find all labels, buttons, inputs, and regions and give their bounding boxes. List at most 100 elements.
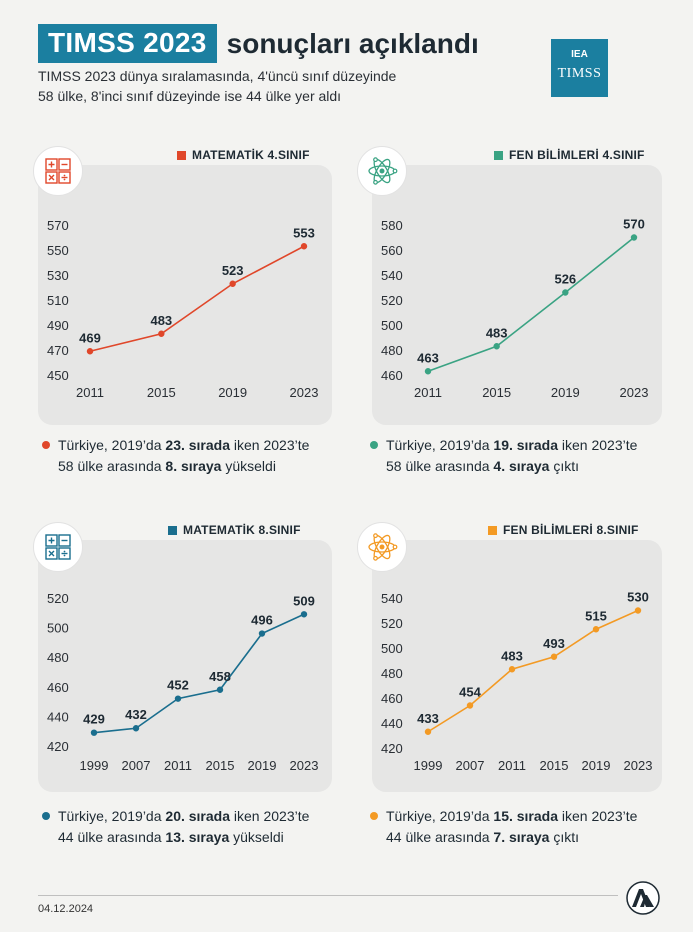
- data-point: [216, 686, 224, 693]
- x-tick-label: 2007: [122, 758, 151, 773]
- note-b1: 15. sırada: [493, 808, 559, 824]
- nucleus: [379, 544, 385, 550]
- data-point: [562, 289, 569, 296]
- x-tick-label: 2011: [498, 758, 526, 773]
- data-point: [174, 695, 182, 702]
- legend-math-4: MATEMATİK 4.SINIF: [177, 148, 310, 162]
- note-pre: Türkiye, 2019’da: [58, 808, 166, 824]
- divide-dot: [63, 178, 66, 181]
- math-icon: [33, 146, 83, 196]
- chart-math-8: 420 440 460 480 500 520 1999 2007 2011 2015 2019 20…: [47, 591, 319, 773]
- data-label: 432: [125, 707, 147, 722]
- data-point: [424, 368, 432, 375]
- logo-timss-text: TIMSS: [557, 66, 602, 81]
- electron: [373, 555, 378, 561]
- y-tick-label: 460: [47, 680, 69, 695]
- legend-science-8: FEN BİLİMLERİ 8.SINIF: [488, 523, 639, 537]
- y-tick-label: 500: [47, 621, 69, 636]
- data-label: 526: [554, 272, 576, 287]
- chart-science-8: 420 440 460 480 500 520 540 1999 2007 2011 2015 201…: [381, 590, 652, 774]
- note-math-8: Türkiye, 2019’da 20. sırada iken 2023’te…: [42, 806, 318, 848]
- y-tick-label: 540: [381, 591, 403, 606]
- icon-cell: [45, 534, 58, 547]
- note-b1: 20. sırada: [165, 808, 231, 824]
- x-tick-label: 2019: [218, 385, 247, 400]
- electron: [373, 179, 378, 185]
- series-line: [427, 609, 639, 733]
- x-tick-label: 2015: [206, 758, 235, 773]
- note-b2: 4. sıraya: [493, 458, 550, 474]
- bullet-dot: [42, 812, 50, 820]
- legend-swatch: [488, 525, 497, 535]
- data-point: [630, 234, 638, 241]
- data-label: 570: [623, 217, 645, 232]
- note-pre: Türkiye, 2019’da: [386, 437, 494, 453]
- y-tick-label: 580: [381, 218, 403, 233]
- data-point: [466, 702, 474, 709]
- data-point: [508, 666, 516, 673]
- x-tick-label: 2023: [290, 385, 319, 400]
- note-post: çıktı: [549, 458, 580, 474]
- note-b2: 8. sıraya: [165, 458, 222, 474]
- bullet-dot: [42, 441, 50, 449]
- legend-swatch: [494, 150, 503, 160]
- series-line: [93, 613, 305, 734]
- legend-label: FEN BİLİMLERİ 4.SINIF: [509, 148, 645, 162]
- note-post: yükseldi: [221, 458, 276, 474]
- icon-cell: [45, 547, 58, 560]
- x-tick-label: 2011: [76, 385, 104, 400]
- y-tick-label: 480: [381, 343, 403, 358]
- data-point: [258, 630, 266, 637]
- chart-card-math-4: [38, 165, 332, 425]
- y-tick-label: 480: [47, 650, 69, 665]
- data-label: 553: [293, 225, 315, 240]
- note-mid: iken 2023’te 44 ülke arasında: [58, 808, 310, 845]
- data-label: 463: [417, 350, 439, 365]
- y-tick-label: 490: [47, 318, 69, 333]
- icon-cell: [58, 534, 71, 547]
- note-science-4: Türkiye, 2019’da 19. sırada iken 2023’te…: [370, 435, 646, 477]
- chart-science-4: 460 480 500 520 540 560 580 2011 2015 2019 2023 463…: [381, 217, 648, 401]
- y-tick-label: 530: [47, 268, 69, 283]
- y-tick-label: 550: [47, 243, 69, 258]
- aa-logo-icon: [626, 881, 660, 920]
- x-tick-label: 2015: [147, 385, 176, 400]
- footer-divider: [38, 895, 618, 896]
- divide-dot: [63, 554, 66, 557]
- legend-swatch: [177, 150, 186, 160]
- icon-cell: [45, 158, 58, 171]
- y-tick-label: 560: [381, 243, 403, 258]
- y-tick-label: 460: [381, 691, 403, 706]
- chart-card-science-4: [372, 165, 662, 425]
- x-tick-label: 2019: [582, 758, 611, 773]
- publish-date: 04.12.2024: [38, 903, 94, 915]
- legend-label: FEN BİLİMLERİ 8.SINIF: [503, 523, 639, 537]
- electron: [392, 168, 398, 174]
- note-b2: 13. sıraya: [165, 829, 230, 845]
- legend-label: MATEMATİK 4.SINIF: [192, 148, 310, 162]
- y-tick-label: 480: [381, 666, 403, 681]
- y-tick-label: 510: [47, 293, 69, 308]
- chart-math-4: 450 470 490 510 530 550 570 2011 2015 2019 2023 469…: [47, 218, 319, 400]
- data-label: 483: [150, 313, 172, 328]
- note-mid: iken 2023’te 58 ülke arasında: [58, 437, 310, 474]
- note-pre: Türkiye, 2019’da: [386, 808, 494, 824]
- electron: [373, 157, 378, 163]
- nucleus: [379, 168, 385, 174]
- data-label: 433: [417, 711, 439, 726]
- icon-cell: [58, 158, 71, 171]
- timss-logo: IEA TIMSS: [551, 39, 608, 97]
- x-tick-label: 2019: [248, 758, 277, 773]
- data-point: [90, 729, 98, 736]
- y-tick-label: 440: [381, 716, 403, 731]
- bullet-dot: [370, 441, 378, 449]
- y-tick-label: 450: [47, 368, 69, 383]
- data-label: 458: [209, 669, 231, 684]
- data-label: 496: [251, 613, 273, 628]
- data-point: [229, 280, 236, 287]
- data-point: [592, 626, 600, 633]
- icon-cell: [58, 547, 71, 560]
- x-tick-label: 2023: [290, 758, 319, 773]
- title-text: sonuçları açıklandı: [226, 27, 479, 59]
- note-b1: 19. sırada: [493, 437, 559, 453]
